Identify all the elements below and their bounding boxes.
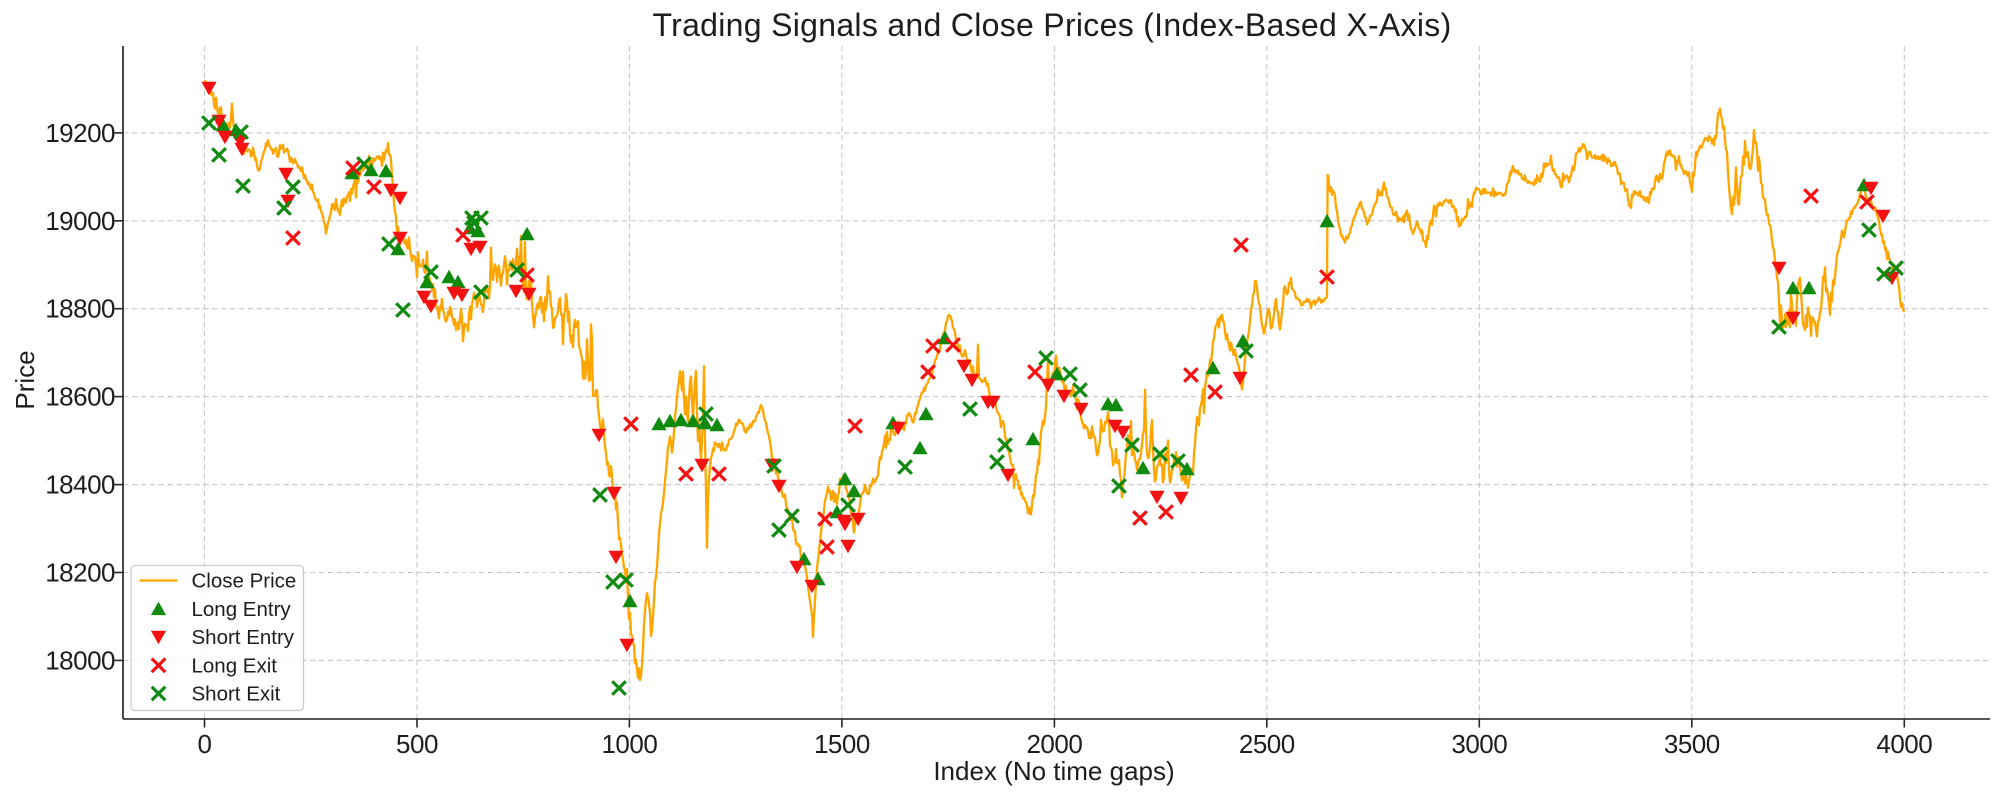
svg-text:500: 500 [396, 729, 438, 759]
svg-text:19000: 19000 [45, 206, 115, 236]
svg-text:2500: 2500 [1239, 729, 1295, 759]
svg-text:Long Entry: Long Entry [192, 598, 292, 621]
svg-text:3500: 3500 [1664, 729, 1720, 759]
svg-text:18200: 18200 [45, 558, 115, 588]
svg-text:18400: 18400 [45, 470, 115, 500]
svg-text:Index (No time gaps): Index (No time gaps) [933, 756, 1174, 786]
svg-text:3000: 3000 [1451, 729, 1507, 759]
svg-text:18600: 18600 [45, 382, 115, 412]
svg-text:1000: 1000 [601, 729, 657, 759]
svg-text:18000: 18000 [45, 645, 115, 675]
svg-text:Close Price: Close Price [192, 570, 297, 593]
svg-text:19200: 19200 [45, 118, 115, 148]
svg-text:Short Exit: Short Exit [192, 683, 281, 706]
svg-text:0: 0 [198, 729, 212, 759]
svg-text:18800: 18800 [45, 294, 115, 324]
svg-text:4000: 4000 [1876, 729, 1932, 759]
svg-text:Long Exit: Long Exit [192, 654, 278, 677]
svg-text:2000: 2000 [1026, 729, 1082, 759]
svg-text:1500: 1500 [814, 729, 870, 759]
svg-text:Trading Signals and Close Pric: Trading Signals and Close Prices (Index-… [652, 7, 1451, 43]
svg-text:Price: Price [10, 350, 40, 409]
svg-text:Short Entry: Short Entry [192, 626, 295, 649]
